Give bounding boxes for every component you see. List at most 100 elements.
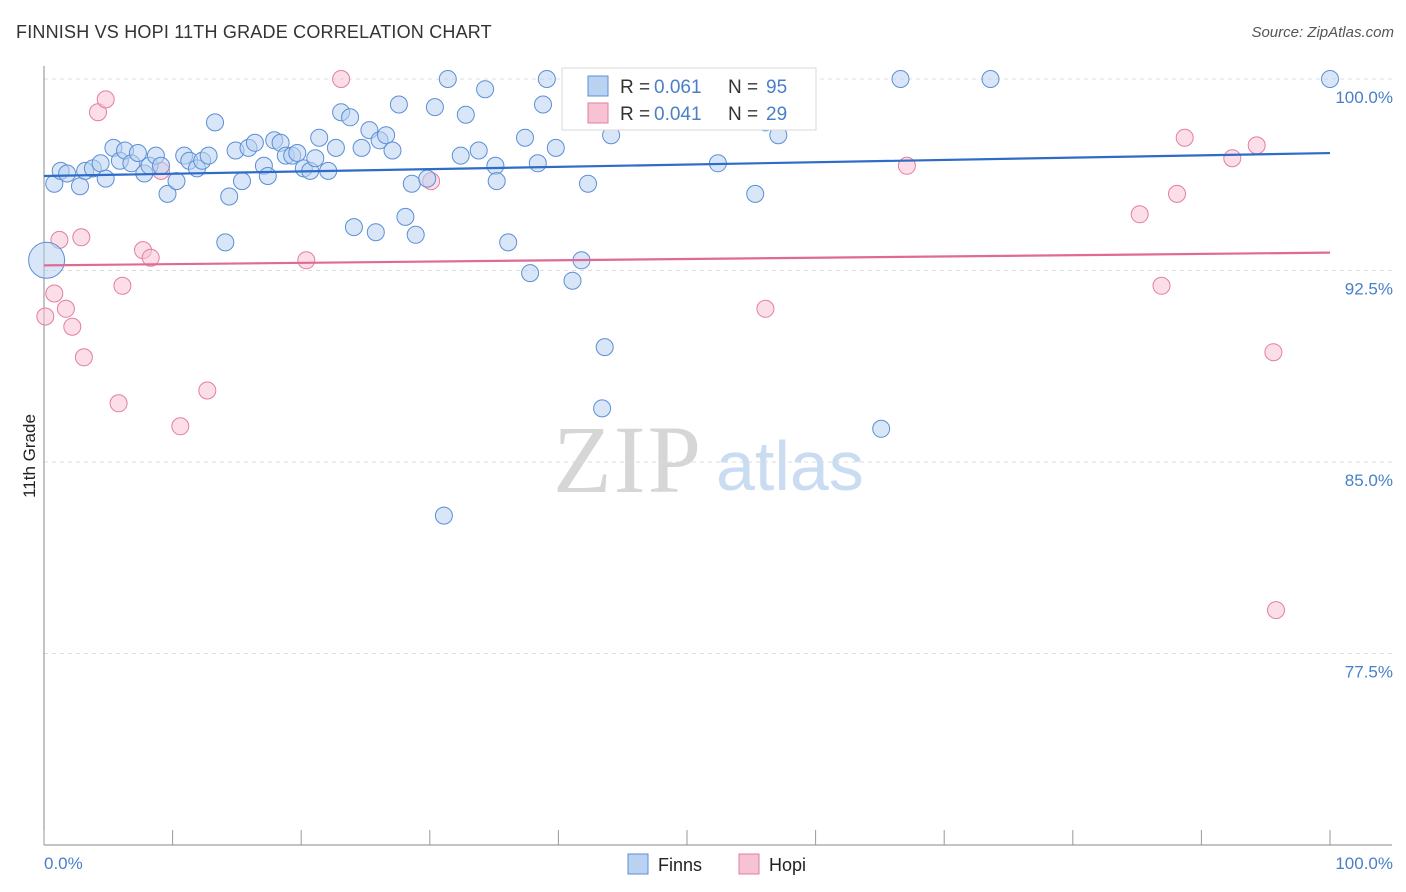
hopi-point bbox=[297, 251, 316, 270]
finns-point bbox=[389, 95, 408, 114]
finns-point bbox=[537, 70, 556, 88]
finns-point bbox=[58, 164, 77, 183]
y-tick-label-1: 92.5% bbox=[1345, 280, 1393, 299]
finns-point bbox=[199, 146, 218, 165]
legend-r-label-finns: R = bbox=[620, 77, 650, 98]
x-tick-label-max: 100.0% bbox=[1335, 854, 1393, 873]
finns-point bbox=[96, 169, 115, 188]
y-tick-label-0: 100.0% bbox=[1335, 88, 1393, 107]
legend-r-value-finns: 0.061 bbox=[654, 77, 702, 98]
legend-bottom: Finns Hopi bbox=[627, 853, 806, 875]
finns-point bbox=[476, 80, 495, 99]
hopi-point bbox=[45, 284, 64, 303]
bottom-legend-swatch-finns bbox=[627, 853, 649, 875]
finns-point bbox=[872, 419, 891, 438]
legend-n-label-finns: N = bbox=[728, 77, 758, 98]
finns-point bbox=[981, 70, 1000, 88]
finns-point bbox=[258, 167, 277, 185]
finns-point bbox=[406, 225, 425, 244]
legend-swatch-finns bbox=[587, 75, 609, 97]
hopi-point bbox=[171, 417, 190, 436]
finns-point bbox=[891, 70, 910, 88]
finns-point bbox=[158, 184, 177, 203]
finns-point bbox=[499, 233, 518, 252]
finns-point bbox=[516, 128, 534, 147]
finns-point bbox=[546, 138, 565, 157]
hopi-point bbox=[96, 90, 115, 109]
finns-point bbox=[352, 138, 371, 157]
finns-trend-line bbox=[43, 151, 1331, 178]
legend-r-value-hopi: 0.041 bbox=[654, 104, 702, 125]
finns-point bbox=[71, 177, 89, 196]
hopi-point bbox=[113, 276, 132, 295]
finns-point bbox=[167, 172, 186, 191]
finns-point bbox=[366, 223, 385, 242]
finns-point bbox=[402, 174, 421, 193]
finns-point bbox=[1321, 70, 1339, 88]
finns-point bbox=[425, 98, 444, 117]
watermark-atlas: atlas bbox=[716, 427, 864, 505]
y-tick-labels: 100.0% 92.5% 85.0% 77.5% bbox=[1335, 88, 1393, 682]
hopi-point bbox=[63, 317, 82, 336]
finns-point bbox=[595, 338, 614, 357]
finns-point bbox=[383, 141, 402, 160]
legend-swatch-hopi bbox=[587, 102, 609, 124]
finns-point bbox=[341, 108, 360, 127]
x-tick-label-min: 0.0% bbox=[44, 854, 83, 873]
x-ticks bbox=[43, 830, 1331, 845]
finns-point bbox=[746, 184, 765, 203]
finns-point bbox=[418, 169, 437, 188]
y-axis-label: 11th Grade bbox=[20, 414, 39, 498]
finns-point bbox=[91, 154, 110, 173]
legend-n-value-hopi: 29 bbox=[766, 104, 787, 125]
hopi-point bbox=[109, 394, 128, 413]
hopi-point bbox=[56, 299, 75, 318]
finns-point bbox=[344, 218, 363, 237]
hopi-point bbox=[36, 307, 55, 326]
finns-point bbox=[487, 172, 506, 191]
legend-r-label-hopi: R = bbox=[620, 104, 650, 125]
legend-n-value-finns: 95 bbox=[766, 77, 787, 98]
hopi-point bbox=[74, 348, 93, 367]
trend-lines bbox=[43, 151, 1331, 267]
finns-point bbox=[434, 506, 453, 525]
finns-point bbox=[306, 149, 325, 168]
y-tick-label-3: 77.5% bbox=[1345, 663, 1393, 682]
finns-point bbox=[216, 233, 235, 252]
source-label: Source: ZipAtlas.com bbox=[1251, 24, 1394, 41]
axes bbox=[43, 66, 1392, 846]
finns-point bbox=[326, 138, 345, 157]
hopi-point bbox=[332, 70, 351, 88]
hopi-points bbox=[36, 70, 1285, 620]
finns-point bbox=[456, 105, 475, 124]
finns-point bbox=[288, 144, 307, 162]
bottom-legend-swatch-hopi bbox=[738, 853, 760, 875]
watermark-zip: ZIP bbox=[553, 406, 703, 513]
hopi-point bbox=[756, 299, 775, 318]
finns-point bbox=[438, 70, 457, 88]
finns-point bbox=[521, 264, 540, 283]
finns-point bbox=[486, 156, 505, 175]
hopi-point bbox=[72, 228, 91, 247]
bottom-legend-label-finns: Finns bbox=[658, 855, 702, 875]
hopi-point bbox=[1152, 276, 1171, 295]
hopi-point bbox=[141, 248, 160, 267]
bottom-legend-label-hopi: Hopi bbox=[769, 855, 806, 875]
legend-top: R = 0.061 N = 95 R = 0.041 N = 29 bbox=[561, 67, 817, 131]
hopi-point bbox=[1247, 136, 1266, 155]
finns-point bbox=[396, 207, 415, 226]
finns-point bbox=[233, 172, 251, 191]
finns-point bbox=[310, 128, 329, 147]
finns-point bbox=[377, 126, 396, 145]
finns-point bbox=[152, 156, 170, 175]
finns-point bbox=[469, 141, 488, 160]
finns-point bbox=[28, 241, 66, 279]
hopi-point bbox=[1264, 343, 1283, 362]
finns-point bbox=[534, 95, 552, 114]
finns-point bbox=[563, 271, 582, 290]
y-tick-label-2: 85.0% bbox=[1345, 471, 1393, 490]
chart-title: FINNISH VS HOPI 11TH GRADE CORRELATION C… bbox=[16, 22, 492, 42]
finns-points bbox=[28, 70, 1339, 525]
legend-n-label-hopi: N = bbox=[728, 104, 758, 125]
